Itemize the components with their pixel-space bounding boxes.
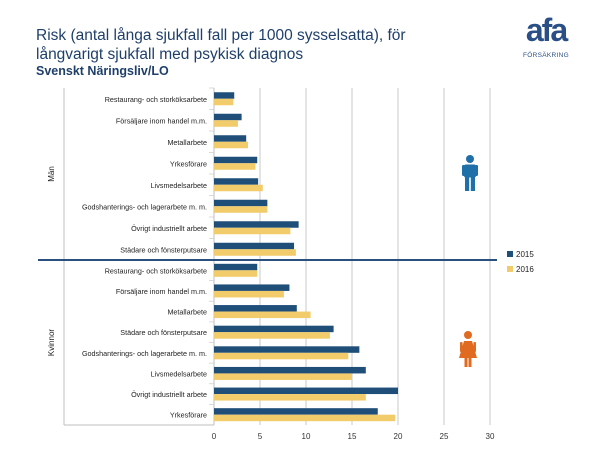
category-label: Städare och fönsterputsare <box>120 245 207 254</box>
category-label: Yrkesförare <box>170 411 207 420</box>
bar-2015 <box>214 284 290 291</box>
group-label: Kvinnor <box>47 329 56 356</box>
legend-label: 2015 <box>516 250 534 259</box>
bar-2016 <box>214 98 234 106</box>
category-label: Restaurang- och storköksarbete <box>105 95 207 104</box>
category-label: Metallarbete <box>167 138 207 147</box>
logo-word: afa <box>525 12 568 48</box>
x-tick-label: 25 <box>440 432 449 441</box>
x-tick-label: 5 <box>258 432 263 441</box>
category-label: Restaurang- och storköksarbete <box>105 266 207 275</box>
category-label: Metallarbete <box>167 308 207 317</box>
bar-2016 <box>214 206 268 213</box>
group-label: Män <box>47 166 56 182</box>
bar-2016 <box>214 352 349 360</box>
chart-subtitle: Svenskt Näringsliv/LO <box>36 64 169 78</box>
bar-2015 <box>214 325 334 333</box>
bar-2016 <box>214 414 396 422</box>
bar-2015 <box>214 156 258 164</box>
bar-2015 <box>214 113 242 121</box>
bar-2016 <box>214 290 284 298</box>
bar-2015 <box>214 263 258 271</box>
afa-logo: afa FÖRSÄKRING <box>518 12 574 62</box>
x-tick-label: 30 <box>486 432 495 441</box>
x-tick-label: 20 <box>394 432 403 441</box>
bar-2015 <box>214 242 295 250</box>
bar-2015 <box>214 135 247 142</box>
category-label: Försäljare inom handel m.m. <box>116 287 207 296</box>
bar-2016 <box>214 141 249 149</box>
bar-2016 <box>214 394 366 401</box>
bar-2016 <box>214 311 311 319</box>
x-tick-label: 0 <box>212 432 217 441</box>
bar-2015 <box>214 199 268 207</box>
category-label: Försäljare inom handel m.m. <box>116 116 207 125</box>
bar-2016 <box>214 184 263 192</box>
legend-swatch-2015 <box>507 251 513 257</box>
category-label: Livsmedelsarbete <box>151 181 207 190</box>
category-label: Yrkesförare <box>170 159 207 168</box>
chart-title: Risk (antal långa sjukfall fall per 1000… <box>36 27 406 63</box>
category-label: Städare och fönsterputsare <box>120 328 207 337</box>
bar-2015 <box>214 221 299 228</box>
bar-2016 <box>214 373 352 380</box>
category-label: Livsmedelsarbete <box>151 369 207 378</box>
bar-2016 <box>214 120 238 127</box>
bar-2015 <box>214 366 366 374</box>
woman-figure-icon <box>459 331 477 367</box>
bar-2015 <box>214 346 360 353</box>
bar-2016 <box>214 270 258 277</box>
legend-swatch-2016 <box>507 266 513 272</box>
category-label: Godshanterings- och lagerarbete m. m. <box>82 202 207 211</box>
bar-2015 <box>214 387 398 395</box>
x-tick-label: 10 <box>302 432 311 441</box>
bar-2016 <box>214 249 296 256</box>
bar-2015 <box>214 178 259 185</box>
bar-2016 <box>214 332 330 339</box>
bar-2016 <box>214 227 291 235</box>
category-label: Övrigt industriellt arbete <box>131 390 207 399</box>
bar-2016 <box>214 163 256 170</box>
logo-subtext: FÖRSÄKRING <box>523 52 569 59</box>
x-tick-label: 15 <box>348 432 357 441</box>
category-label: Övrigt industriellt arbete <box>131 224 207 233</box>
category-label: Godshanterings- och lagerarbete m. m. <box>82 349 207 358</box>
legend-label: 2016 <box>516 265 534 274</box>
man-figure-icon <box>462 155 478 191</box>
bar-2015 <box>214 305 297 312</box>
bar-2015 <box>214 92 235 99</box>
bar-2015 <box>214 408 378 415</box>
